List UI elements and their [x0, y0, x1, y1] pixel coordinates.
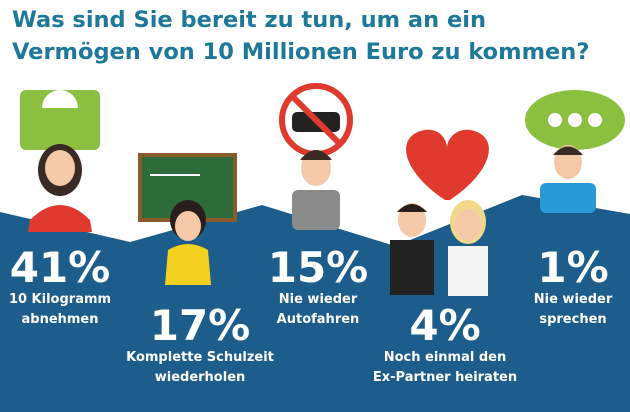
item-label: Nie wieder Autofahren: [276, 292, 360, 327]
item-label: Noch einmal den Ex-Partner heiraten: [372, 350, 518, 385]
hair: [397, 204, 427, 212]
dress: [448, 246, 488, 296]
percent-value: 4%: [409, 301, 481, 350]
no-sign-bar: [289, 93, 343, 147]
percent-value: 41%: [9, 243, 111, 292]
body: [165, 244, 211, 285]
hair: [300, 150, 332, 160]
hair: [553, 146, 583, 155]
dot: [548, 113, 562, 127]
body: [292, 190, 340, 230]
body: [540, 183, 596, 213]
body: [28, 205, 92, 232]
percent-value: 15%: [267, 243, 369, 292]
percent-value: 17%: [149, 301, 251, 350]
item-label: Nie wieder sprechen: [533, 292, 613, 327]
face: [455, 209, 481, 241]
percent-value: 1%: [537, 243, 609, 292]
item-label: 10 Kilogramm abnehmen: [8, 292, 112, 327]
scale-icon: [20, 90, 100, 150]
face: [45, 150, 75, 186]
dot: [588, 113, 602, 127]
dot: [568, 113, 582, 127]
scale-dial: [42, 90, 78, 108]
title: Was sind Sie bereit zu tun, um an ein Ve…: [12, 7, 590, 65]
heart: [406, 129, 489, 200]
suit: [390, 240, 434, 295]
item-label: Komplette Schulzeit wiederholen: [126, 350, 274, 385]
face: [175, 211, 201, 241]
